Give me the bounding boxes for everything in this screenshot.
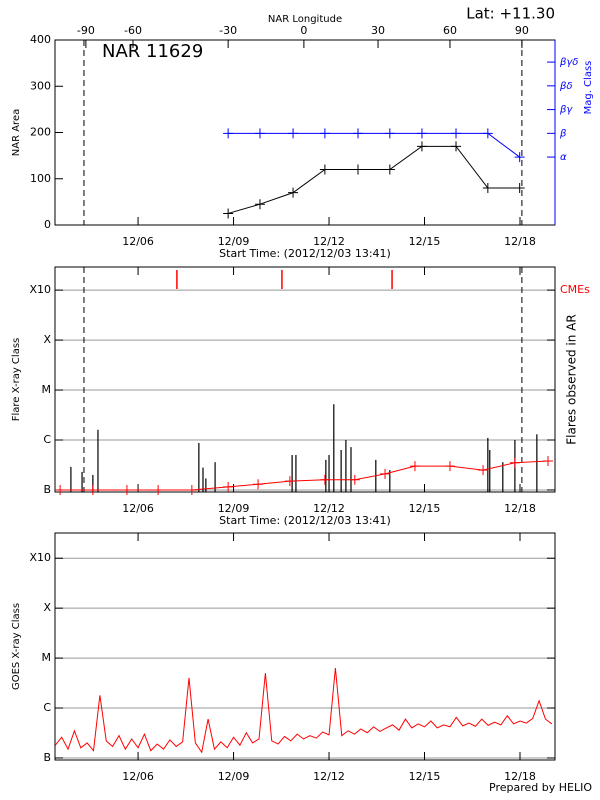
x-tick-label: 12/12 — [313, 235, 345, 248]
y-tick-label: C — [43, 701, 51, 714]
x-tick-label: 12/15 — [409, 235, 441, 248]
x2-tick-label: -30 — [219, 24, 237, 37]
x-tick-label: 12/06 — [122, 770, 154, 783]
y2-axis-label: Flares observed in AR — [565, 314, 579, 444]
series-line — [228, 132, 520, 158]
y-axis-label: GOES X-ray Class — [11, 603, 22, 690]
x-tick-label: 12/12 — [313, 770, 345, 783]
marker — [319, 128, 330, 139]
y2-tick-label: βγδ — [559, 57, 578, 68]
y-tick-label: C — [43, 433, 51, 446]
latitude: Lat: +11.30 — [466, 5, 555, 23]
marker — [253, 479, 264, 490]
y-tick-label: 0 — [44, 218, 51, 231]
x-tick-label: 12/18 — [504, 235, 536, 248]
marker — [223, 481, 234, 492]
marker — [451, 141, 462, 152]
y2-tick-label: β — [559, 128, 567, 139]
x-axis-label: Start Time: (2012/12/03 13:41) — [219, 247, 391, 260]
marker — [509, 457, 520, 468]
x-tick-label: 12/09 — [218, 770, 250, 783]
marker — [444, 461, 455, 472]
y-axis-label: NAR Area — [11, 109, 22, 156]
marker — [319, 164, 330, 175]
region-label: NAR 11629 — [102, 41, 203, 62]
x-tick-label: 12/06 — [122, 235, 154, 248]
x2-tick-label: -90 — [77, 24, 95, 37]
y-tick-label: X10 — [29, 551, 51, 564]
y-tick-label: B — [43, 751, 51, 764]
marker — [482, 183, 493, 193]
marker — [380, 468, 391, 479]
x2-tick-label: 60 — [443, 24, 457, 37]
y2-axis-label: Mag. Class — [583, 61, 594, 115]
x2-tick-label: 90 — [515, 24, 529, 37]
marker — [349, 474, 360, 485]
marker — [284, 476, 295, 487]
y-tick-label: 300 — [30, 79, 51, 92]
marker — [451, 128, 462, 139]
y2-tick-label: βγ — [559, 105, 573, 116]
y-tick-label: X — [43, 601, 51, 614]
marker — [409, 461, 420, 472]
series-line — [60, 460, 549, 491]
y-tick-label: X10 — [29, 283, 51, 296]
marker — [186, 484, 197, 495]
series-line — [54, 668, 553, 754]
x2-tick-label: 30 — [371, 24, 385, 37]
marker — [55, 484, 66, 495]
y-tick-label: X — [43, 333, 51, 346]
y-tick-label: 100 — [30, 172, 51, 185]
marker — [319, 474, 330, 485]
y-tick-label: M — [42, 651, 52, 664]
marker — [514, 152, 525, 163]
marker — [87, 484, 98, 495]
y-tick-label: 400 — [30, 33, 51, 46]
x-tick-label: 12/18 — [504, 770, 536, 783]
plot-frame — [54, 532, 556, 761]
series-line — [227, 145, 520, 214]
marker — [416, 128, 427, 139]
y-tick-label: 200 — [30, 126, 51, 139]
marker — [384, 164, 395, 175]
marker — [223, 128, 234, 139]
x2-tick-label: -60 — [124, 24, 142, 37]
footer: Prepared by HELIO — [489, 781, 592, 794]
x-tick-label: 12/18 — [504, 502, 536, 515]
x-tick-label: 12/12 — [313, 502, 345, 515]
marker — [482, 128, 493, 139]
y-axis-label: Flare X-ray Class — [11, 338, 22, 422]
x2-tick-label: 0 — [300, 24, 307, 37]
y2-tick-label: βδ — [559, 81, 573, 92]
marker — [514, 183, 525, 193]
y-tick-label: M — [42, 383, 52, 396]
x-tick-label: 12/15 — [409, 502, 441, 515]
cme-label: CMEs — [560, 283, 590, 296]
x-tick-label: 12/09 — [218, 502, 250, 515]
marker — [121, 484, 132, 495]
marker — [288, 187, 299, 198]
marker — [384, 128, 395, 139]
marker — [478, 465, 489, 476]
marker — [223, 208, 234, 219]
x-tick-label: 12/09 — [218, 235, 250, 248]
plot-frame — [54, 266, 556, 493]
marker — [416, 141, 427, 152]
marker — [352, 164, 363, 175]
x-axis-label: Start Time: (2012/12/03 13:41) — [219, 514, 391, 527]
marker — [542, 455, 553, 466]
y-tick-label: B — [43, 483, 51, 496]
marker — [153, 484, 164, 495]
marker — [254, 128, 265, 139]
marker — [288, 128, 299, 139]
marker — [352, 128, 363, 139]
x-tick-label: 12/15 — [409, 770, 441, 783]
marker — [254, 199, 265, 210]
x-tick-label: 12/06 — [122, 502, 154, 515]
y2-tick-label: α — [560, 152, 567, 163]
x2-axis-label: NAR Longitude — [268, 14, 342, 25]
